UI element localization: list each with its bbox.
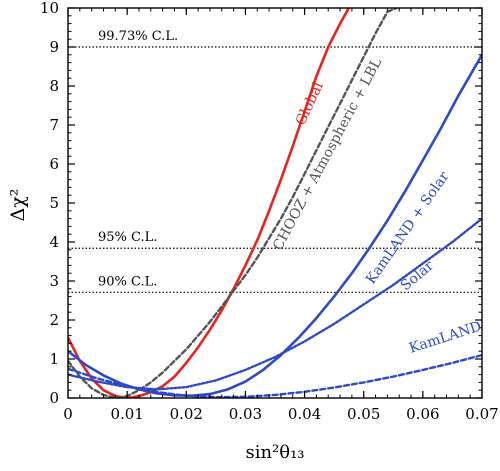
y-tick-label-2: 2	[49, 311, 59, 329]
series-label-3: Solar	[398, 258, 437, 295]
x-tick-label-1: 0.01	[110, 405, 143, 423]
y-tick-label-10: 10	[40, 0, 59, 17]
series-label-0: Global	[293, 79, 327, 128]
x-tick-label-4: 0.04	[288, 405, 321, 423]
y-tick-label-5: 5	[49, 194, 59, 212]
y-tick-label-0: 0	[49, 389, 59, 407]
x-tick-label-3: 0.03	[229, 405, 262, 423]
cl-label-2: 90% C.L.	[98, 274, 157, 289]
x-tick-label-2: 0.02	[170, 405, 203, 423]
y-tick-label-9: 9	[49, 38, 59, 56]
series-line-1	[68, 8, 398, 398]
x-axis-label: sin²θ₁₃	[245, 442, 304, 463]
x-tick-label-0: 0	[63, 405, 73, 423]
y-tick-label-7: 7	[49, 116, 59, 134]
y-tick-label-3: 3	[49, 272, 59, 290]
cl-label-1: 95% C.L.	[98, 230, 157, 245]
x-tick-label-6: 0.06	[406, 405, 439, 423]
y-axis-label: Δχ²	[7, 189, 29, 222]
y-tick-label-8: 8	[49, 77, 59, 95]
series-label-4: KamLAND	[407, 318, 483, 356]
confidence-level-lines: 99.73% C.L. 95% C.L. 90% C.L.	[68, 29, 482, 293]
y-tick-label-1: 1	[49, 350, 59, 368]
series-line-4	[68, 353, 482, 398]
cl-label-0: 99.73% C.L.	[98, 29, 178, 44]
series-label-1: CHOOZ + Atmospheric + LBL	[270, 55, 385, 253]
x-tick-label-7: 0.07	[465, 405, 498, 423]
y-tick-label-6: 6	[49, 155, 59, 173]
y-tick-label-4: 4	[49, 233, 59, 251]
x-tick-label-5: 0.05	[347, 405, 380, 423]
axis-ticks: 0 0.01 0.02 0.03 0.04 0.05 0.06 0.07 0 1 2 3 4 5 6 7 8 9 1…	[40, 0, 499, 423]
